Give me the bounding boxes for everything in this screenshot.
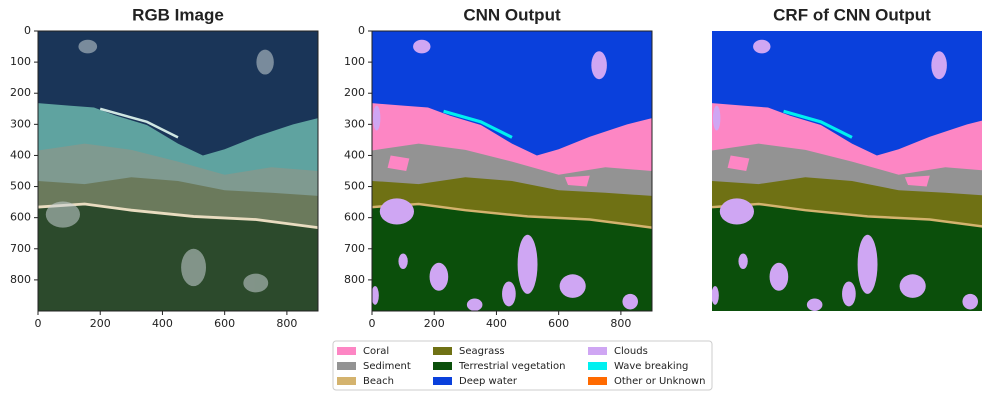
y-tick-label: 500 — [344, 180, 365, 193]
legend-swatch — [433, 347, 452, 355]
legend-label: Seagrass — [459, 346, 505, 357]
y-tick-label: 300 — [344, 117, 365, 130]
x-tick-label: 0 — [369, 317, 376, 330]
y-tick-label: 0 — [24, 24, 31, 37]
figure: RGB Image 0 200 400 600 800 0 100 200 300 400 500 60… — [0, 0, 982, 392]
y-tick-label: 500 — [10, 180, 31, 193]
y-tick-label: 300 — [10, 117, 31, 130]
y-tick-label: 100 — [344, 55, 365, 68]
x-tick-label: 400 — [486, 317, 507, 330]
panel: RGB Image 0 200 400 600 800 0 100 200 300 400 500 60… — [10, 5, 318, 330]
x-tick-label: 200 — [90, 317, 111, 330]
panels: RGB Image 0 200 400 600 800 0 100 200 300 400 500 60… — [10, 5, 982, 330]
image-area — [371, 31, 652, 311]
legend-label: Deep water — [459, 376, 518, 387]
legend-label: Sediment — [363, 361, 411, 372]
page: RGB Image 0 200 400 600 800 0 100 200 300 400 500 60… — [0, 0, 982, 396]
x-tick-label: 600 — [548, 317, 569, 330]
image-content — [711, 31, 982, 311]
x-tick-label: 800 — [610, 317, 631, 330]
legend-label: Other or Unknown — [614, 376, 705, 387]
x-tick-label: 600 — [214, 317, 235, 330]
y-tick-label: 700 — [10, 242, 31, 255]
image-content — [371, 31, 652, 311]
y-tick-label: 200 — [10, 86, 31, 99]
y-tick-label: 800 — [344, 273, 365, 286]
y-tick-label: 100 — [10, 55, 31, 68]
image — [38, 31, 318, 311]
legend-label: Wave breaking — [614, 361, 688, 372]
y-tick-label: 600 — [344, 211, 365, 224]
legend-swatch — [588, 362, 607, 370]
panel-title: CRF of CNN Output — [773, 5, 931, 24]
x-tick-label: 0 — [35, 317, 42, 330]
panel: CNN Output 0 200 400 600 800 0 100 200 300 400 500 6… — [344, 5, 652, 330]
y-tick-label: 800 — [10, 273, 31, 286]
panel-title: RGB Image — [132, 5, 224, 24]
x-tick-label: 200 — [424, 317, 445, 330]
image-content — [38, 31, 318, 311]
legend-swatch — [433, 362, 452, 370]
y-tick-label: 200 — [344, 86, 365, 99]
legend-swatch — [337, 347, 356, 355]
y-tick-label: 700 — [344, 242, 365, 255]
legend-label: Clouds — [614, 346, 648, 357]
legend-swatch — [337, 377, 356, 385]
image-area — [38, 31, 318, 311]
legend-swatch — [337, 362, 356, 370]
panel: CRF of CNN Output — [711, 5, 982, 311]
y-tick-label: 0 — [358, 24, 365, 37]
legend-swatch — [588, 347, 607, 355]
image-area — [711, 31, 982, 311]
y-tick-label: 400 — [10, 148, 31, 161]
panel-title: CNN Output — [463, 5, 561, 24]
x-tick-label: 800 — [276, 317, 297, 330]
image — [711, 31, 982, 311]
legend-swatch — [588, 377, 607, 385]
y-tick-label: 600 — [10, 211, 31, 224]
x-tick-label: 400 — [152, 317, 173, 330]
legend-label: Coral — [363, 346, 389, 357]
y-tick-label: 400 — [344, 148, 365, 161]
legend-label: Terrestrial vegetation — [458, 361, 565, 372]
image — [371, 31, 652, 311]
legend-swatch — [433, 377, 452, 385]
legend-label: Beach — [363, 376, 394, 387]
